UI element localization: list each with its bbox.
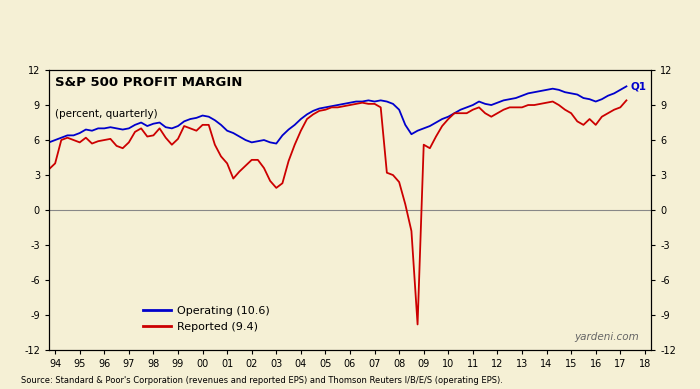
Text: Source: Standard & Poor's Corporation (revenues and reported EPS) and Thomson Re: Source: Standard & Poor's Corporation (r… (21, 376, 503, 385)
Text: yardeni.com: yardeni.com (574, 332, 639, 342)
Text: (percent, quarterly): (percent, quarterly) (55, 109, 158, 119)
Text: Q1: Q1 (630, 81, 646, 91)
Text: S&P 500 PROFIT MARGIN: S&P 500 PROFIT MARGIN (55, 75, 242, 89)
Legend: Operating (10.6), Reported (9.4): Operating (10.6), Reported (9.4) (139, 302, 274, 336)
